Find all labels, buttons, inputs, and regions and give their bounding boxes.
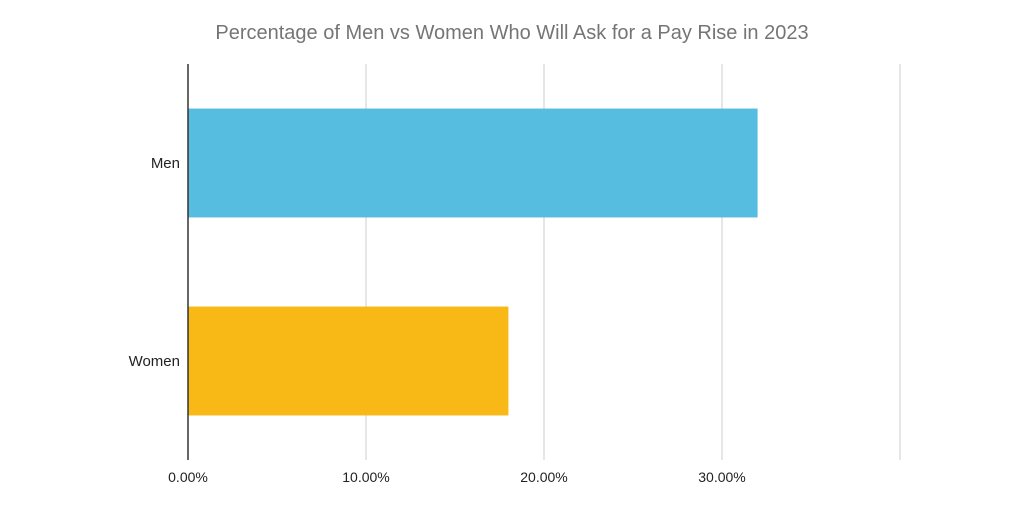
x-tick-label: 10.00% [342, 469, 389, 485]
bar-women [188, 306, 509, 416]
bars [188, 108, 758, 416]
labels: 0.00% 10.00% 20.00% 30.00% Men Women [129, 155, 746, 485]
chart-title: Percentage of Men vs Women Who Will Ask … [215, 22, 809, 44]
y-category-label: Men [151, 155, 180, 172]
y-category-label: Women [129, 353, 180, 370]
x-tick-label: 30.00% [698, 469, 745, 485]
x-tick-label: 0.00% [168, 469, 208, 485]
x-tick-label: 20.00% [520, 469, 567, 485]
bar-men [188, 108, 758, 218]
